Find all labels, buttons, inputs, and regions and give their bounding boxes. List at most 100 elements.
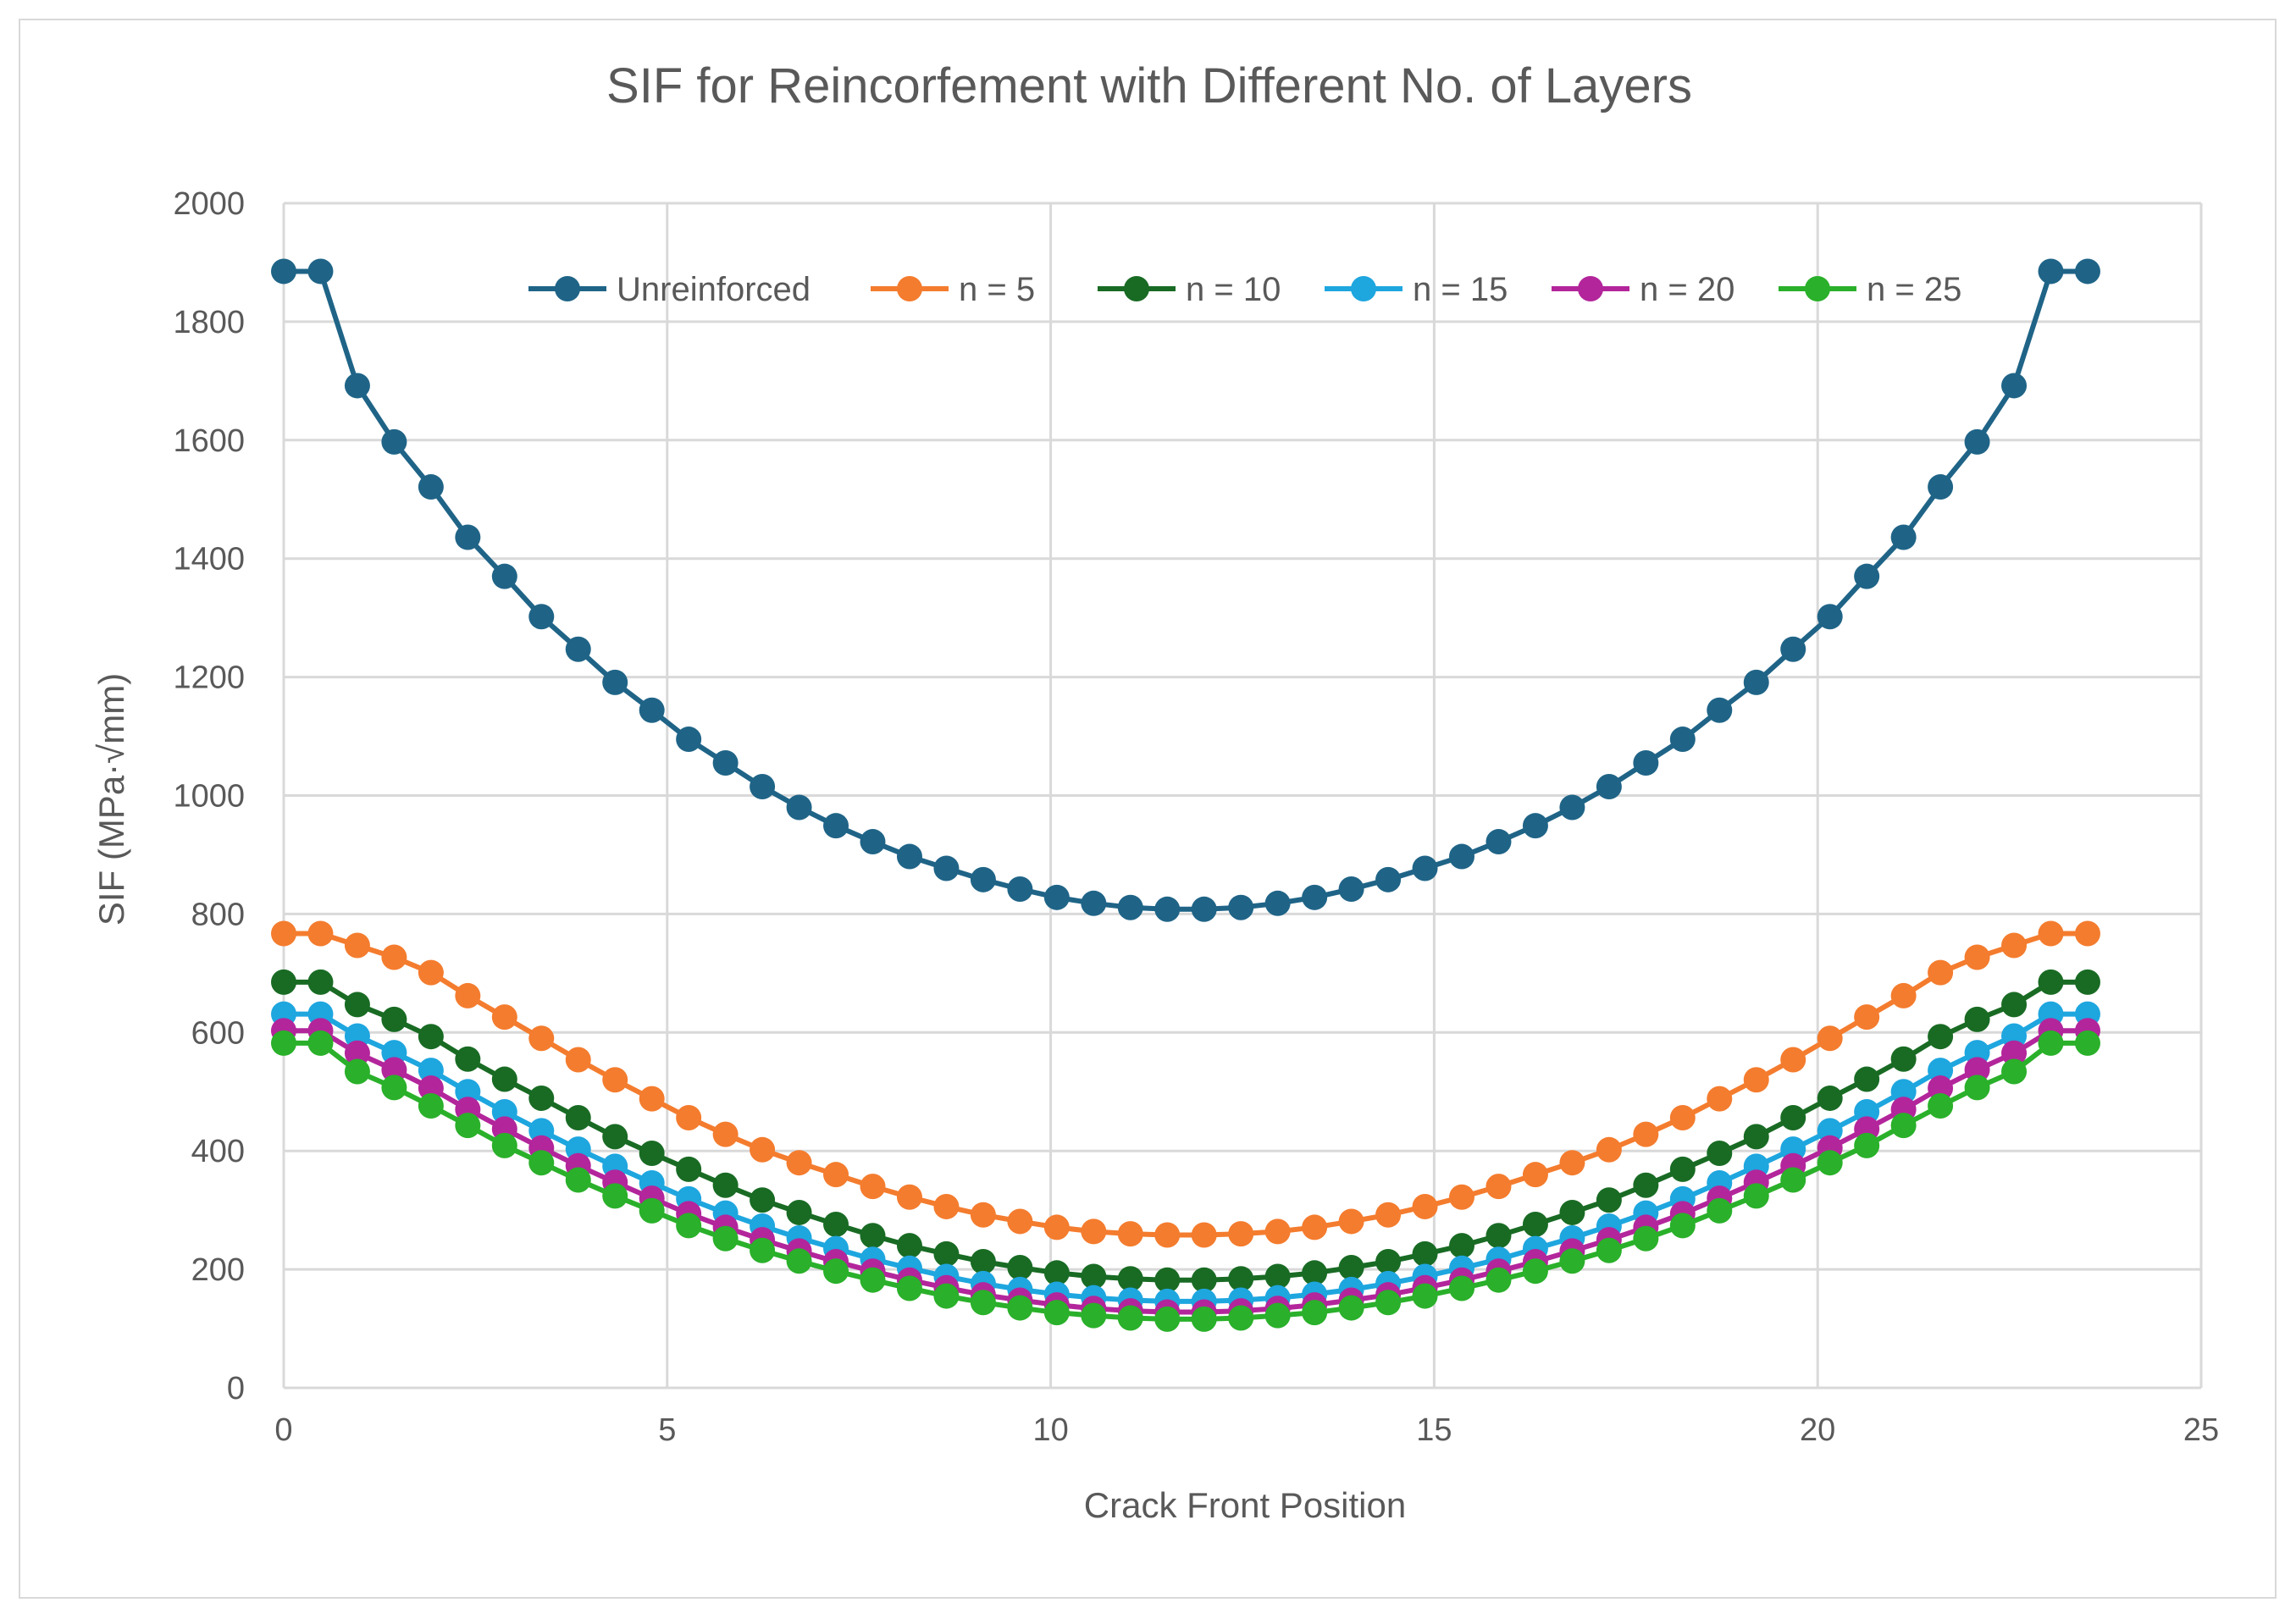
data-point [1191,1222,1217,1248]
series-5 [271,1030,2100,1332]
data-point [1633,1172,1659,1198]
axes: 0 200 400 600 800 1000 1200 1400 1600 1800 2000 0 5 1… [173,186,2219,1448]
data-point [1449,1184,1475,1210]
data-point [1485,829,1512,855]
data-point [933,1193,960,1219]
legend-label: Unreinforced [617,271,811,308]
data-point [1817,1085,1843,1111]
data-point [1559,1248,1585,1274]
data-point [344,1040,370,1066]
data-point [823,1258,849,1285]
legend-label: n = 5 [959,271,1035,308]
y-tick-label: 0 [227,1371,245,1406]
y-tick-label: 800 [191,897,245,932]
data-point [750,1237,776,1263]
y-tick-label: 600 [191,1015,245,1051]
data-point [1375,866,1402,892]
data-point [1302,1300,1328,1326]
data-point [565,1167,591,1193]
data-point [1007,1255,1033,1281]
data-point [1707,697,1733,723]
data-point [1890,524,1917,550]
data-point [1264,1218,1291,1245]
data-point [1780,1105,1806,1131]
data-point [970,1290,996,1316]
data-point [1817,604,1843,630]
data-point [1117,1221,1143,1247]
legend-item-1: n = 5 [871,271,1035,308]
data-point [786,1150,812,1176]
data-point [1338,876,1364,903]
data-point [1743,1067,1769,1093]
data-point [639,1197,665,1224]
series-1 [271,920,2100,1248]
data-point [2001,932,2028,959]
data-point [1596,774,1622,800]
data-point [1559,794,1585,821]
data-point [1007,876,1033,903]
data-point [1669,1156,1696,1182]
data-point [823,813,849,839]
legend-label: n = 25 [1867,271,1961,308]
data-point [1964,1057,1990,1083]
data-point [1964,944,1990,970]
data-point [1522,1211,1548,1237]
data-point [1264,890,1291,916]
data-point [1338,1255,1364,1281]
data-point [1890,982,1917,1008]
data-point [491,563,517,589]
data-point [1191,896,1217,922]
data-point [860,829,886,855]
legend-marker [1124,276,1149,301]
legend-marker [1805,276,1830,301]
data-point [2001,1040,2028,1066]
data-point [381,1057,407,1083]
data-point [1412,1193,1438,1219]
data-point [1117,1305,1143,1331]
data-point [2001,373,2028,399]
data-point [1743,669,1769,695]
y-tick-label: 200 [191,1252,245,1288]
chart-title: SIF for Reincorfement with Different No.… [606,58,1692,113]
data-point [1043,1300,1070,1326]
data-point [271,1030,296,1056]
data-point [1375,1202,1402,1228]
data-point [271,920,296,947]
data-point [2074,969,2100,995]
data-point [639,1140,665,1166]
data-point [1743,1124,1769,1150]
data-point [2074,920,2100,947]
data-point [1081,1302,1107,1329]
data-point [712,1172,739,1198]
data-point [565,1105,591,1131]
legend-item-0: Unreinforced [528,271,811,308]
data-point [602,1183,628,1209]
data-point [1007,1208,1033,1235]
data-point [602,669,628,695]
data-point [786,1199,812,1225]
data-point [1928,1075,1954,1102]
data-point [344,932,370,959]
data-point [896,1275,922,1301]
data-point [676,1105,702,1131]
data-point [491,1004,517,1031]
data-point [1154,896,1181,922]
data-point [1412,1240,1438,1267]
data-point [1522,1258,1548,1285]
data-point [2001,992,2028,1018]
data-point [1375,1249,1402,1275]
data-point [1007,1295,1033,1321]
data-point [271,969,296,995]
data-point [455,524,481,550]
data-point [1817,1025,1843,1052]
data-point [1228,1266,1254,1292]
y-tick-label: 1600 [173,423,245,459]
data-point [786,794,812,821]
data-point [1412,1283,1438,1309]
data-point [1338,1208,1364,1235]
data-point [712,1121,739,1147]
data-point [896,1233,922,1259]
data-point [1817,1150,1843,1176]
data-point [1669,1105,1696,1131]
data-point [1780,1047,1806,1073]
